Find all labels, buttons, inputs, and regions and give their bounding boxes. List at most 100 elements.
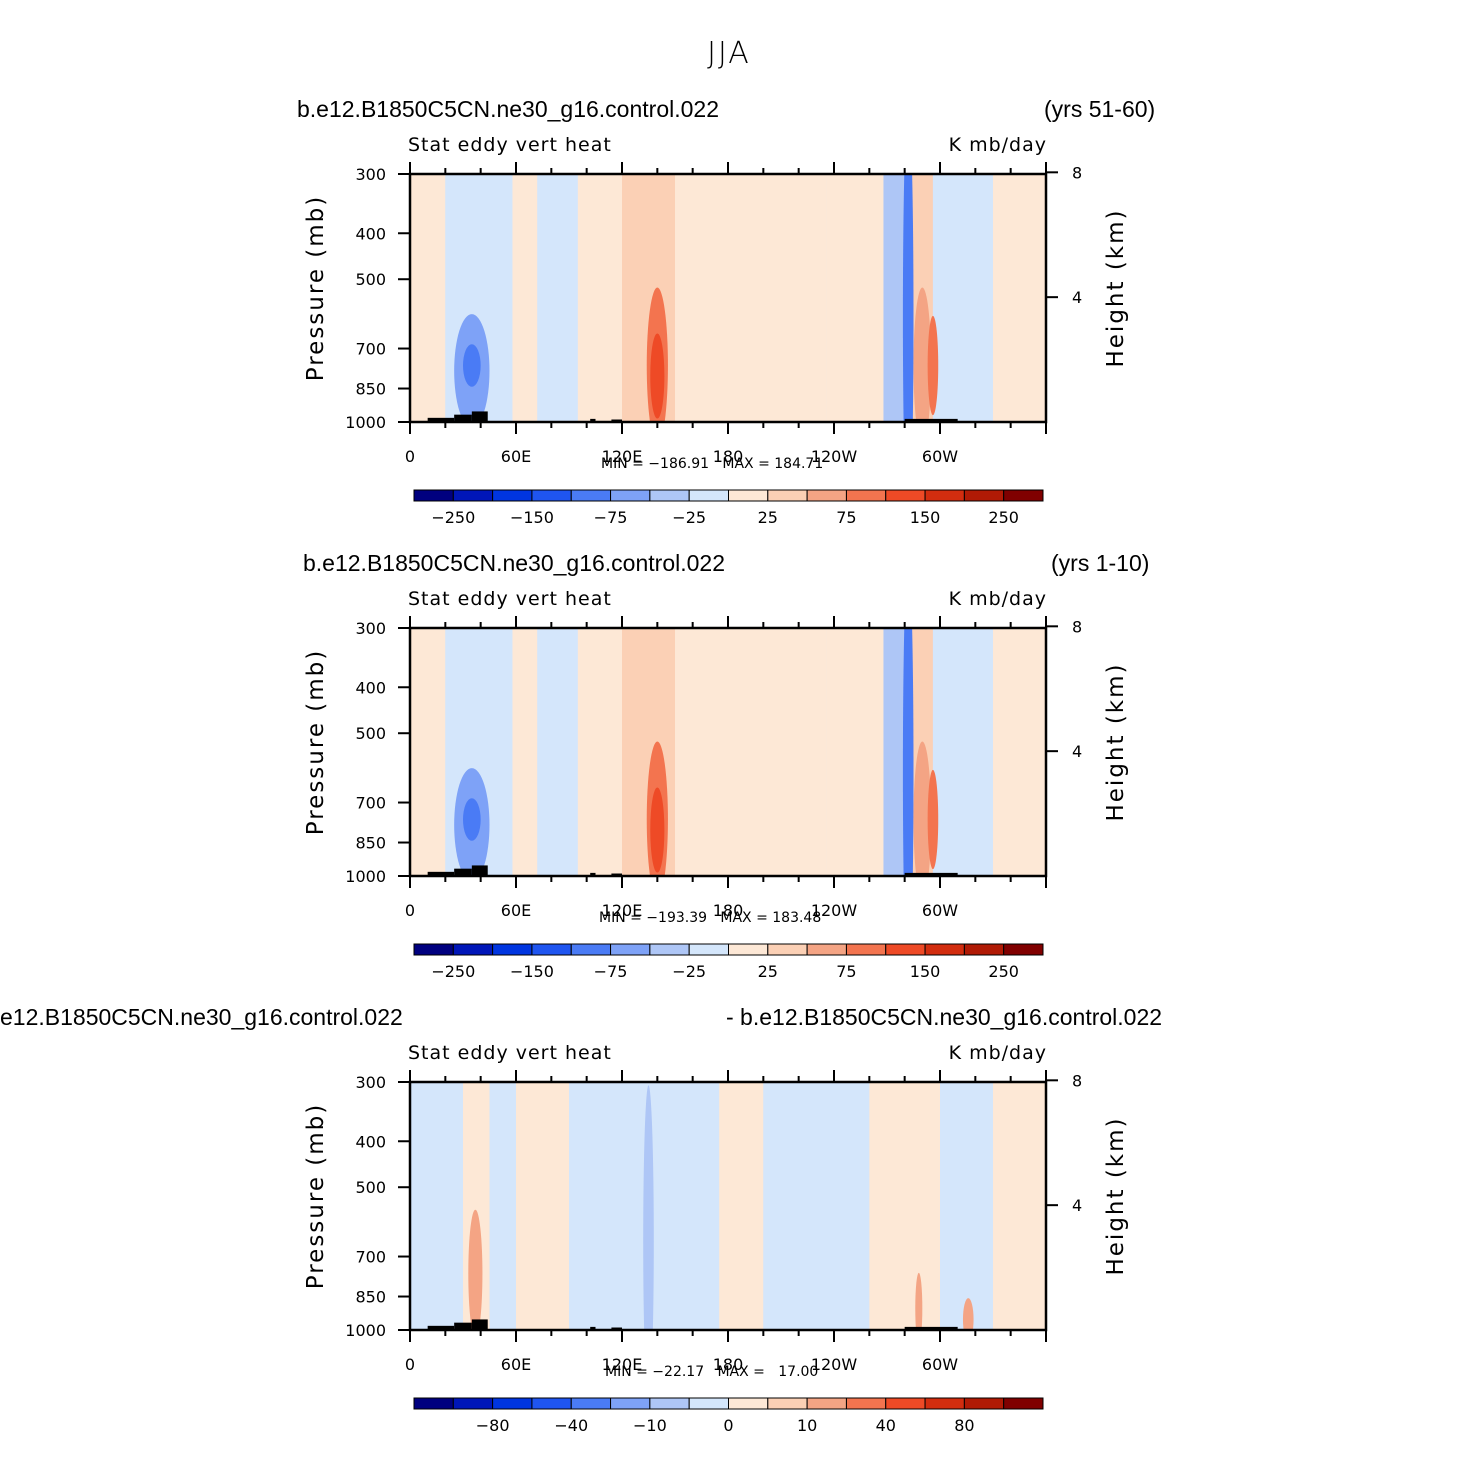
case-name-left: e12.B1850C5CN.ne30_g16.control.022 bbox=[0, 1004, 403, 1030]
land-mask bbox=[471, 865, 488, 876]
variable-name: Stat eddy vert heat bbox=[408, 1042, 612, 1064]
land-mask bbox=[590, 872, 596, 876]
colorbar-box bbox=[728, 1397, 769, 1410]
y-tick-label: 1000 bbox=[345, 413, 386, 432]
colorbar-box bbox=[531, 489, 572, 502]
field-band bbox=[489, 628, 513, 876]
x-tick-label: 60W bbox=[922, 1355, 958, 1374]
colorbar-label: 40 bbox=[876, 1416, 896, 1435]
colorbar-box bbox=[806, 943, 847, 956]
y2-tick-label: 4 bbox=[1072, 742, 1082, 761]
colorbar-box bbox=[492, 489, 533, 502]
field-extremum bbox=[463, 344, 481, 387]
colorbar-box bbox=[885, 489, 926, 502]
colorbar-box bbox=[767, 943, 808, 956]
x-tick-label: 60W bbox=[922, 447, 958, 466]
colorbar-label: −250 bbox=[431, 962, 475, 981]
colorbar-box bbox=[452, 1397, 494, 1410]
min-max-label: MIN = −22.17 MAX = 17.00 bbox=[605, 1364, 819, 1380]
field-band bbox=[763, 1082, 870, 1330]
panel-3: e12.B1850C5CN.ne30_g16.control.022 - b.e… bbox=[0, 1004, 1458, 1458]
colorbar-box bbox=[688, 943, 729, 956]
land-mask bbox=[454, 1322, 472, 1330]
colorbar-label: 75 bbox=[836, 962, 856, 981]
colorbar-box bbox=[531, 943, 572, 956]
colorbar-box bbox=[610, 943, 651, 956]
colorbar-box bbox=[728, 489, 769, 502]
x-tick-label: 0 bbox=[405, 901, 415, 920]
colorbar-label: −80 bbox=[476, 1416, 510, 1435]
field-extremum bbox=[468, 1209, 483, 1330]
y2-tick-label: 8 bbox=[1072, 1071, 1082, 1090]
x-tick-label: 180 bbox=[713, 1355, 744, 1374]
plot-2: 0 60E 120E 180 120W 60W 300 400 500 700 850 1000 8 4 −… bbox=[345, 616, 1082, 981]
field-band bbox=[410, 1082, 463, 1330]
x-tick-label: 180 bbox=[713, 447, 744, 466]
field-band bbox=[657, 1082, 720, 1330]
land-mask bbox=[427, 871, 455, 876]
colorbar-box bbox=[649, 1397, 690, 1410]
y-tick-label: 850 bbox=[355, 1288, 386, 1307]
y-tick-label: 500 bbox=[355, 724, 386, 743]
y-tick-label: 700 bbox=[355, 794, 386, 813]
colorbar-box bbox=[963, 1397, 1005, 1410]
colorbar-box bbox=[649, 489, 690, 502]
years-label: (yrs 1-10) bbox=[1051, 550, 1150, 576]
y-tick-label: 700 bbox=[355, 340, 386, 359]
colorbar-box bbox=[610, 489, 651, 502]
y-tick-label: 400 bbox=[355, 678, 386, 697]
colorbar-label: −75 bbox=[594, 508, 628, 527]
x-tick-label: 60E bbox=[501, 1355, 531, 1374]
case-name-right: - b.e12.B1850C5CN.ne30_g16.control.022 bbox=[726, 1004, 1163, 1030]
field-extremum bbox=[902, 628, 914, 876]
plot-3: 0 60E 120E 180 120W 60W300400500700850100084−… bbox=[345, 1070, 1082, 1435]
y-tick-label: 500 bbox=[355, 270, 386, 289]
field-band bbox=[719, 1082, 764, 1330]
colorbar-box bbox=[767, 489, 808, 502]
variable-name: Stat eddy vert heat bbox=[408, 588, 612, 610]
colorbar-label: 10 bbox=[797, 1416, 817, 1435]
colorbar-box bbox=[531, 1397, 572, 1410]
colorbar-label: 25 bbox=[758, 962, 778, 981]
x-tick-label: 120E bbox=[602, 1355, 643, 1374]
field-band bbox=[410, 628, 446, 876]
x-tick-label: 180 bbox=[713, 901, 744, 920]
colorbar-box bbox=[688, 1397, 729, 1410]
field-extremum bbox=[902, 174, 914, 422]
x-tick-label: 60E bbox=[501, 901, 531, 920]
x-tick-label: 120E bbox=[602, 901, 643, 920]
field-band bbox=[569, 1082, 658, 1330]
y2-tick-label: 4 bbox=[1072, 288, 1082, 307]
colorbar-label: −75 bbox=[594, 962, 628, 981]
colorbar-label: 150 bbox=[910, 508, 941, 527]
colorbar-box bbox=[1003, 1397, 1044, 1410]
field-band bbox=[993, 174, 1046, 422]
colorbar-label: −40 bbox=[554, 1416, 588, 1435]
y-tick-label: 1000 bbox=[345, 1321, 386, 1340]
y-tick-label: 850 bbox=[355, 380, 386, 399]
plot-1: 0 60E 120E 180 120W 60W 300 400 500 700 850 1000 8 4 −… bbox=[345, 162, 1082, 527]
colorbar-box bbox=[1003, 943, 1044, 956]
colorbar-box bbox=[963, 943, 1005, 956]
land-mask bbox=[904, 1326, 958, 1330]
colorbar-label: −25 bbox=[672, 962, 706, 981]
years-label: (yrs 51-60) bbox=[1044, 96, 1156, 122]
y2-tick-label: 8 bbox=[1072, 163, 1082, 182]
colorbar-label: 75 bbox=[836, 508, 856, 527]
colorbar-box bbox=[413, 489, 454, 502]
land-mask bbox=[471, 411, 488, 422]
field-band bbox=[410, 174, 446, 422]
y-tick-label: 700 bbox=[355, 1248, 386, 1267]
land-mask bbox=[427, 1325, 455, 1330]
field-band bbox=[489, 1082, 516, 1330]
x-tick-label: 60W bbox=[922, 901, 958, 920]
colorbar-box bbox=[767, 1397, 808, 1410]
y-tick-label: 400 bbox=[355, 1132, 386, 1151]
colorbar-box bbox=[924, 489, 965, 502]
colorbar-box bbox=[649, 943, 690, 956]
colorbar-box bbox=[963, 489, 1005, 502]
colorbar-box bbox=[492, 943, 533, 956]
field-extremum bbox=[927, 315, 939, 416]
field-band bbox=[993, 628, 1046, 876]
field-band bbox=[675, 628, 827, 876]
